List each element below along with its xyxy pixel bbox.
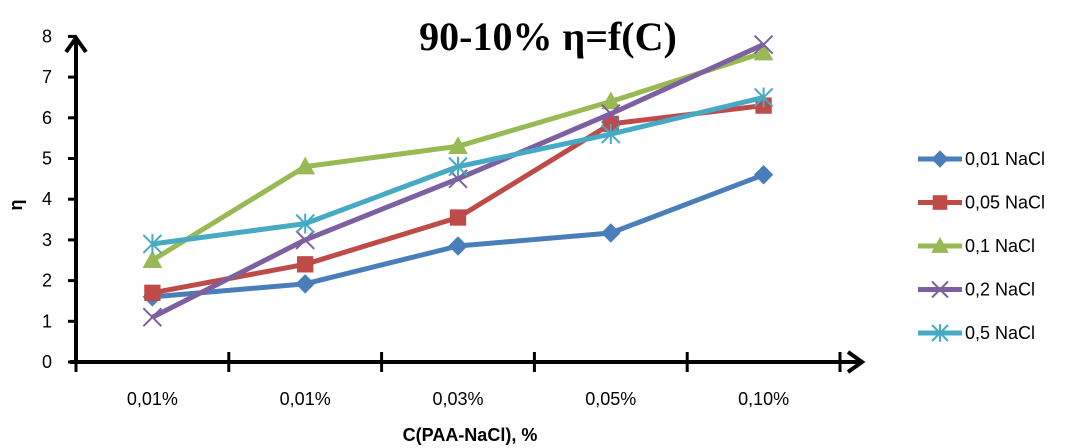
x-tick-label: 0,01% (127, 389, 178, 409)
legend-item: 0,2 NaCl (918, 280, 1035, 300)
series-layer (142, 34, 774, 327)
y-axis-arrow (64, 34, 88, 54)
legend-label: 0,2 NaCl (965, 280, 1035, 300)
data-point (297, 256, 314, 273)
series-line (151, 103, 764, 296)
x-tick-labels: 0,01% 0,01% 0,03% 0,05% 0,10% (127, 389, 789, 409)
legend-marker (932, 195, 948, 210)
data-point (448, 236, 468, 256)
y-tick-label: 1 (42, 311, 52, 331)
series-0-1-nacl (142, 42, 774, 268)
y-tick-label: 7 (42, 67, 52, 87)
x-axis-arrow (846, 350, 866, 374)
data-point (753, 42, 774, 61)
y-tick-label: 2 (42, 271, 52, 291)
legend-label: 0,01 NaCl (965, 149, 1045, 169)
legend-marker (931, 280, 949, 299)
legend: 0,01 NaCl 0,05 NaCl 0,1 NaCl 0,2 NaCl 0,5 Na… (918, 149, 1045, 343)
y-tick-label: 3 (42, 230, 52, 250)
data-point (448, 136, 468, 154)
data-point (142, 307, 163, 327)
legend-marker (931, 324, 949, 342)
legend-item: 0,05 NaCl (918, 193, 1045, 213)
x-axis-title: C(PAA-NaCl), % (403, 425, 538, 445)
data-point (448, 156, 468, 177)
data-point (600, 91, 621, 110)
data-point (601, 124, 621, 144)
series-0-05-nacl (144, 97, 772, 301)
data-point (295, 230, 315, 250)
series-0-5-nacl (142, 87, 774, 254)
y-tick-label: 0 (42, 352, 52, 372)
data-point (601, 223, 621, 243)
series-0-2-nacl (142, 34, 774, 327)
data-point (601, 104, 621, 124)
y-tick-label: 4 (42, 189, 52, 209)
data-point (295, 156, 316, 175)
legend-item: 0,5 NaCl (918, 323, 1035, 343)
data-point (144, 284, 161, 301)
legend-marker (931, 150, 949, 168)
y-tick-labels: 0 1 2 3 4 5 6 7 8 (42, 26, 52, 372)
series-0-01-nacl (142, 165, 774, 307)
axes (64, 34, 866, 374)
data-point (753, 34, 774, 55)
legend-marker (931, 236, 949, 253)
y-tick-label: 8 (42, 26, 52, 46)
data-point (142, 234, 163, 254)
y-tick-label: 6 (42, 108, 52, 128)
data-point (753, 165, 774, 185)
data-point (753, 87, 774, 108)
legend-item: 0,01 NaCl (918, 149, 1045, 169)
legend-label: 0,5 NaCl (965, 323, 1035, 343)
y-tick-label: 5 (42, 149, 52, 169)
legend-label: 0,05 NaCl (965, 193, 1045, 213)
legend-label: 0,1 NaCl (965, 236, 1035, 256)
chart-title: 90-10% η=f(C) (419, 14, 677, 59)
data-point (295, 274, 315, 294)
x-tick-label: 0,05% (585, 389, 636, 409)
data-point (142, 250, 163, 268)
x-tick-label: 0,03% (432, 389, 483, 409)
series-line (152, 172, 765, 300)
y-axis-title: η (6, 200, 26, 211)
data-point (449, 209, 467, 226)
x-tick-label: 0,01% (280, 389, 331, 409)
data-point (295, 213, 315, 234)
legend-item: 0,1 NaCl (918, 236, 1035, 256)
x-tick-label: 0,10% (738, 389, 789, 409)
